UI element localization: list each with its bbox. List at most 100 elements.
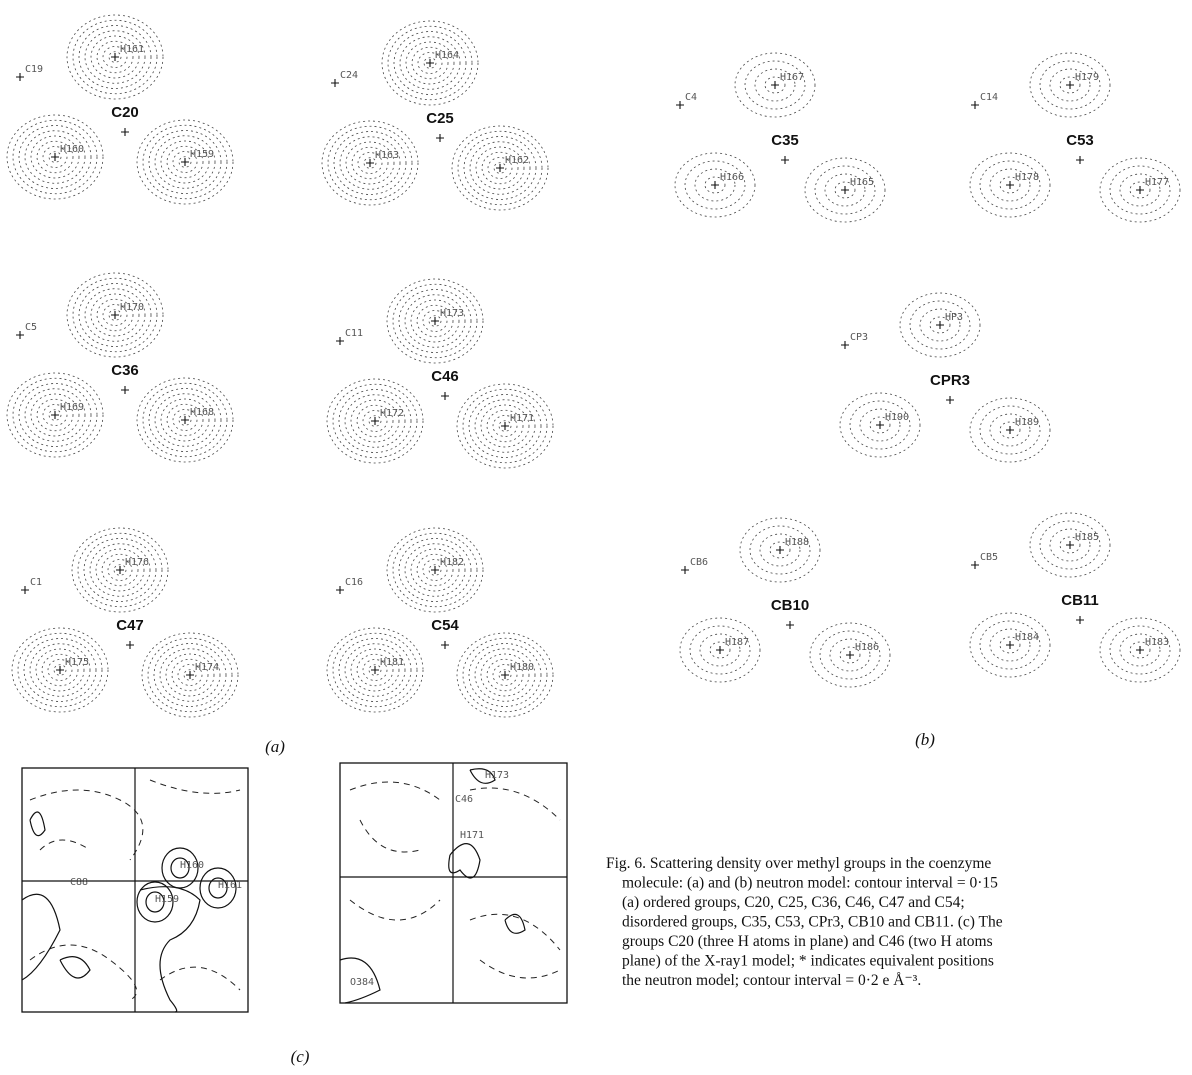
- atom-label: H160: [60, 144, 84, 155]
- atom-marker: [121, 128, 129, 136]
- group-label: C20: [111, 104, 139, 121]
- atom-label: C46: [455, 794, 473, 805]
- atom-label: C19: [25, 64, 43, 75]
- atom-label: H188: [785, 537, 809, 548]
- group-label: C47: [116, 617, 144, 634]
- atom-label: O384: [350, 977, 374, 988]
- atom-marker: [1076, 156, 1084, 164]
- atom-label: H160: [180, 860, 204, 871]
- atom-marker: [436, 134, 444, 142]
- group-label: C54: [431, 617, 459, 634]
- atom-marker: [371, 666, 379, 674]
- atom-label: H169: [60, 402, 84, 413]
- atom-label: C24: [340, 70, 358, 81]
- atom-label: H179: [1075, 72, 1099, 83]
- atom-label: H171: [510, 413, 534, 424]
- atom-label: H161: [218, 880, 242, 891]
- atom-label: H165: [850, 177, 874, 188]
- contour: [340, 769, 525, 1003]
- caption-line: molecule: (a) and (b) neutron model: con…: [622, 875, 998, 892]
- atom-label: C5: [25, 322, 37, 333]
- atom-marker: [181, 416, 189, 424]
- atom-marker: [331, 79, 339, 87]
- atom-label: H172: [380, 408, 404, 419]
- atom-label: HP3: [945, 312, 963, 323]
- atom-marker: [971, 101, 979, 109]
- atom-label: H173: [440, 308, 464, 319]
- atom-marker: [1066, 541, 1074, 549]
- atom-label: H162: [505, 155, 529, 166]
- atom-marker: [426, 59, 434, 67]
- page: { "panel_a": { "label": "(a)", "groups":…: [0, 0, 1192, 1075]
- atom-marker: [1006, 181, 1014, 189]
- atom-marker: [1006, 641, 1014, 649]
- atom-marker: [116, 566, 124, 574]
- atom-label: C11: [345, 328, 363, 339]
- atom-marker: [1136, 646, 1144, 654]
- caption-line: disordered groups, C35, C53, CPr3, CB10 …: [622, 914, 1003, 931]
- caption-line: groups C20 (three H atoms in plane) and …: [622, 933, 993, 950]
- atom-marker: [16, 331, 24, 339]
- atom-marker: [771, 81, 779, 89]
- caption-line: the neutron model; contour interval = 0·…: [622, 972, 921, 989]
- atom-marker: [1006, 426, 1014, 434]
- atom-marker: [431, 566, 439, 574]
- atom-label: H173: [485, 770, 509, 781]
- atom-marker: [366, 159, 374, 167]
- group-label: C25: [426, 110, 454, 127]
- atom-label: C1: [30, 577, 42, 588]
- atom-label: H159: [190, 149, 214, 160]
- atom-marker: [441, 392, 449, 400]
- atom-marker: [16, 73, 24, 81]
- group-label: CB11: [1061, 592, 1099, 609]
- contour: [350, 782, 560, 978]
- atom-label: H164: [435, 50, 459, 61]
- atom-label: H178: [1015, 172, 1039, 183]
- atom-marker: [441, 641, 449, 649]
- group-label: C46: [431, 368, 459, 385]
- atom-marker: [126, 641, 134, 649]
- figure: (a) (b) (c) Fig. 6. Scattering density o…: [0, 0, 1192, 1075]
- atom-marker: [336, 337, 344, 345]
- group-label: C53: [1066, 132, 1094, 149]
- atom-marker: [876, 421, 884, 429]
- atom-label: H161: [120, 44, 144, 55]
- atom-label: H174: [195, 662, 219, 673]
- atom-marker: [841, 186, 849, 194]
- atom-label: H168: [190, 407, 214, 418]
- atom-marker: [496, 164, 504, 172]
- atom-marker: [1076, 616, 1084, 624]
- atom-label: H171: [460, 830, 484, 841]
- atom-label: CB5: [980, 552, 998, 563]
- atom-marker: [111, 311, 119, 319]
- atom-marker: [971, 561, 979, 569]
- panel-label: (c): [291, 1047, 310, 1066]
- atom-label: H185: [1075, 532, 1099, 543]
- atom-label: H180: [510, 662, 534, 673]
- atom-label: H182: [440, 557, 464, 568]
- atom-marker: [336, 586, 344, 594]
- atom-label: C14: [980, 92, 998, 103]
- atom-marker: [56, 666, 64, 674]
- atom-label: H186: [855, 642, 879, 653]
- atom-label: H181: [380, 657, 404, 668]
- atom-marker: [681, 566, 689, 574]
- atom-marker: [841, 341, 849, 349]
- atom-label: H167: [780, 72, 804, 83]
- atom-label: C16: [345, 577, 363, 588]
- atom-marker: [501, 671, 509, 679]
- atom-marker: [51, 411, 59, 419]
- atom-label: H189: [1015, 417, 1039, 428]
- atom-label: H187: [725, 637, 749, 648]
- atom-marker: [776, 546, 784, 554]
- atom-marker: [936, 321, 944, 329]
- caption-line: plane) of the X-ray1 model; * indicates …: [622, 953, 994, 970]
- contour: [22, 812, 200, 1012]
- atom-marker: [501, 422, 509, 430]
- atom-marker: [181, 158, 189, 166]
- atom-marker: [111, 53, 119, 61]
- panel-label: (a): [265, 737, 285, 756]
- atom-label: H184: [1015, 632, 1039, 643]
- atom-marker: [371, 417, 379, 425]
- caption-line: (a) ordered groups, C20, C25, C36, C46, …: [622, 894, 965, 911]
